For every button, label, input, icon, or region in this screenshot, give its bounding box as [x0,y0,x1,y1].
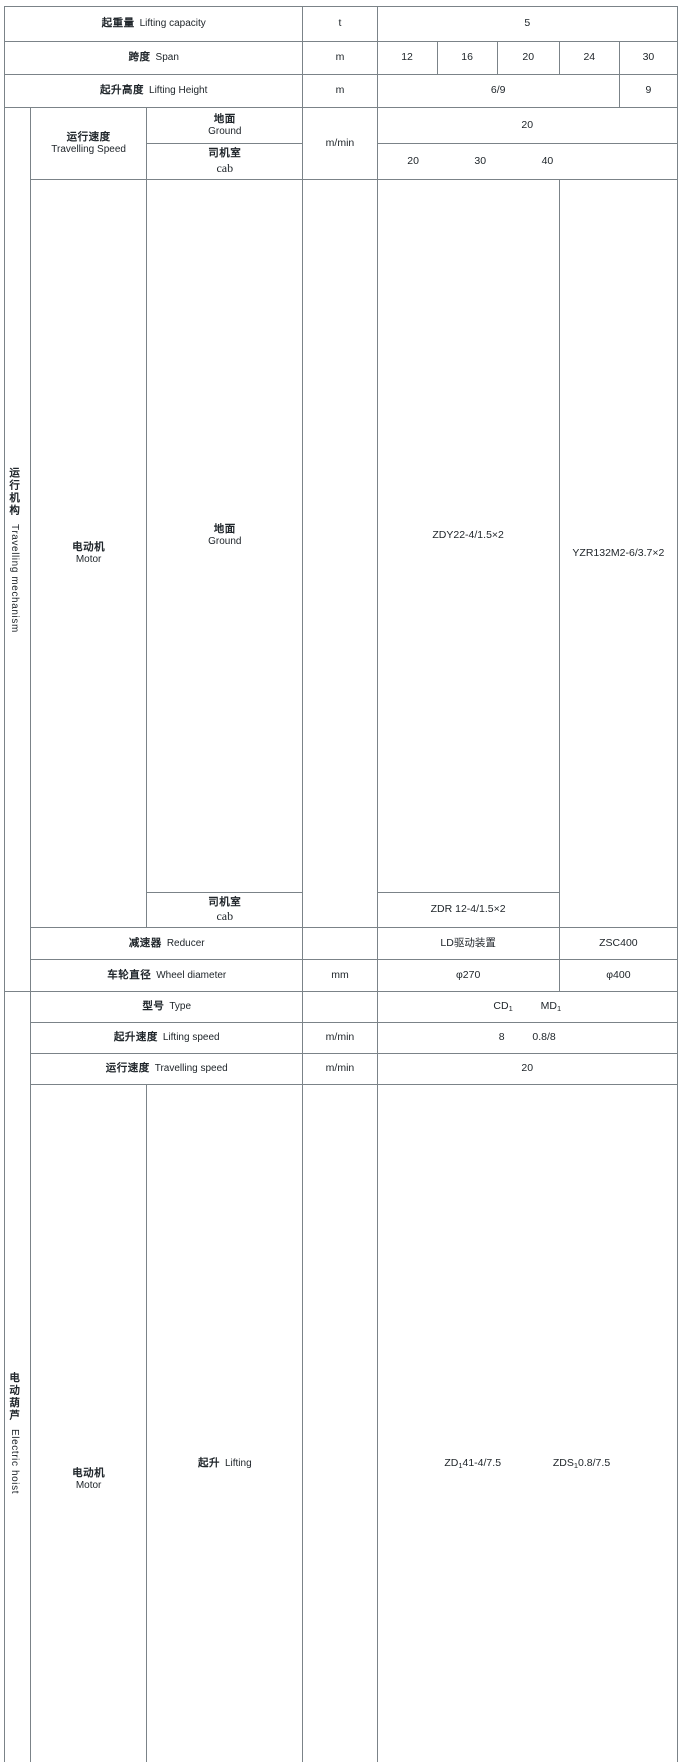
table-row: 减速器Reducer LD驱动装置 ZSC400 [5,928,678,960]
row-label-reducer: 减速器Reducer [31,928,303,960]
row-label-hoist-type: 型号Type [31,992,303,1023]
value-cell: 9 [619,75,677,108]
value-cell: 20 [497,42,559,75]
table-row: 电动机 Motor 起升Lifting ZD141-4/7.5 ZDS10.8/… [5,1085,678,1762]
unit-cell-empty [303,992,377,1023]
value-20: 20 [380,155,447,168]
unit-cell-empty [303,1085,377,1762]
value-cell: 5 [377,7,677,42]
value-cell: CD1 MD1 [377,992,677,1023]
value-cell: 6/9 [377,75,619,108]
value-cell: 24 [559,42,619,75]
value-cell: φ270 [377,960,559,992]
lifting-speed-2: 0.8/8 [532,1031,555,1043]
unit-cell: mm [303,960,377,992]
hoist-type-cd: CD1 [493,1000,512,1012]
section-label-travelling-mechanism: 运行机构 Travelling mechanism [5,108,31,992]
value-cell: 20 [377,108,677,144]
unit-cell: m/min [303,1023,377,1054]
value-cell: 20 30 40 [377,144,677,180]
row-label-hoist-motor: 电动机 Motor [31,1085,147,1762]
value-cell: ZSC400 [559,928,677,960]
row-label-travelling-speed: 运行速度 Travelling Speed [31,108,147,180]
value-cell: ZD141-4/7.5 ZDS10.8/7.5 [377,1085,677,1762]
value-cell: 20 [377,1054,677,1085]
table-row: 起升速度Lifting speed m/min 8 0.8/8 [5,1023,678,1054]
value-cell: ZDR 12-4/1.5×2 [377,893,559,928]
value-cell: LD驱动装置 [377,928,559,960]
lifting-speed-1: 8 [499,1031,505,1043]
hoist-type-md: MD1 [541,1000,562,1012]
row-label-motor: 电动机 Motor [31,180,147,928]
unit-cell: m/min [303,1054,377,1085]
value-30: 30 [447,155,514,168]
value-cell: 12 [377,42,437,75]
value-cell: YZR132M2-6/3.7×2 [559,180,677,928]
sub-label-lifting: 起升Lifting [147,1085,303,1762]
value-cell: φ400 [559,960,677,992]
value-40: 40 [514,155,581,168]
row-label-wheel-diameter: 车轮直径Wheel diameter [31,960,303,992]
unit-cell: m/min [303,108,377,180]
table-row: 电动葫芦 Electric hoist 型号Type CD1 MD1 [5,992,678,1023]
value-cell: 16 [437,42,497,75]
hoist-motor-zds: ZDS10.8/7.5 [553,1457,610,1469]
row-label-lifting-speed: 起升速度Lifting speed [31,1023,303,1054]
unit-cell-empty [303,928,377,960]
value-cell: 30 [619,42,677,75]
sub-label-cab: 司机室 cab [147,893,303,928]
section-label-electric-hoist: 电动葫芦 Electric hoist [5,992,31,1762]
sub-label-ground: 地面 Ground [147,180,303,893]
table-row: 车轮直径Wheel diameter mm φ270 φ400 [5,960,678,992]
sub-label-ground: 地面 Ground [147,108,303,144]
table-row: 运行机构 Travelling mechanism 运行速度 Travellin… [5,108,678,144]
unit-cell: m [303,42,377,75]
hoist-motor-zd: ZD141-4/7.5 [444,1457,501,1469]
unit-cell: t [303,7,377,42]
sub-label-cab: 司机室 cab [147,144,303,180]
unit-cell: m [303,75,377,108]
value-cell: 8 0.8/8 [377,1023,677,1054]
unit-cell-empty [303,180,377,928]
value-cell: ZDY22-4/1.5×2 [377,180,559,893]
table-row: 电动机 Motor 地面 Ground ZDY22-4/1.5×2 YZR132… [5,180,678,893]
